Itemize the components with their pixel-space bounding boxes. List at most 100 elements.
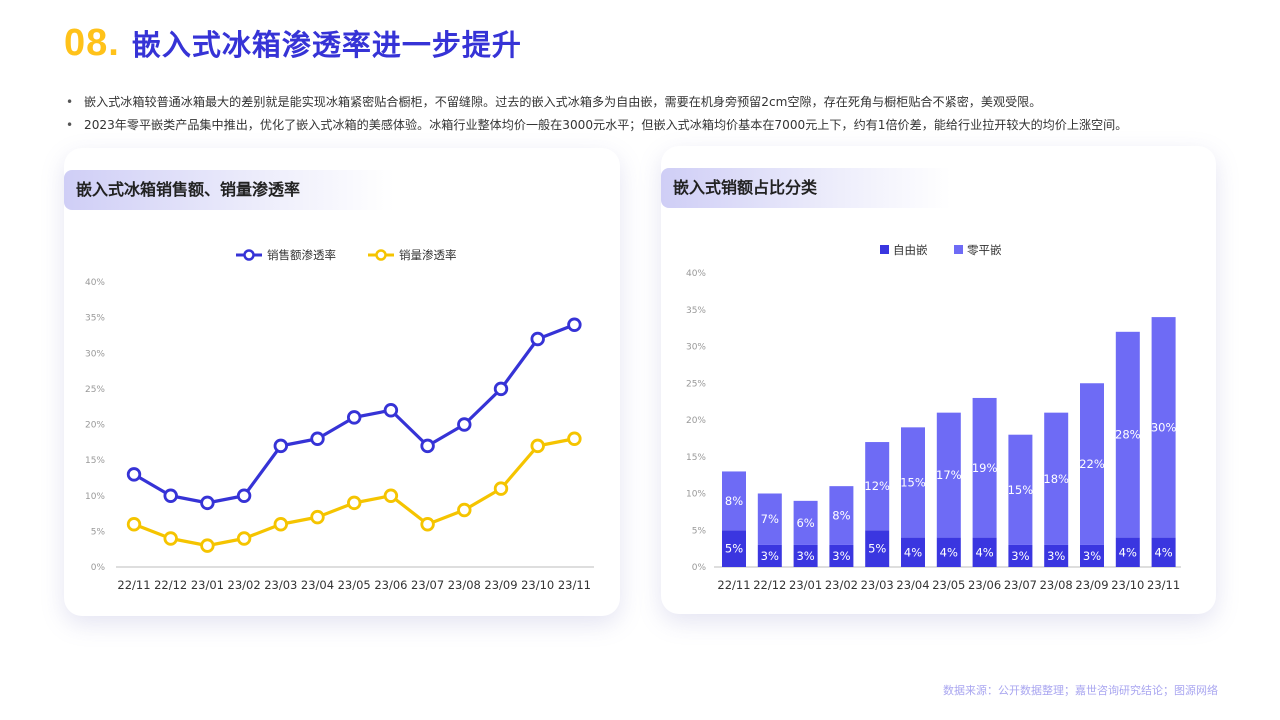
- bar-data-label: 5%: [868, 542, 886, 556]
- data-point: [457, 502, 472, 518]
- legend-point-marker: [375, 249, 387, 261]
- x-tick-label: 23/06: [374, 578, 407, 592]
- bar-data-label: 3%: [796, 549, 814, 563]
- y-tick-label: 10%: [85, 492, 105, 502]
- legend-swatch: [954, 245, 963, 254]
- x-tick-label: 23/03: [861, 578, 894, 592]
- bar-chart-title: 嵌入式销额占比分类: [661, 168, 951, 208]
- y-tick-label: 20%: [686, 416, 706, 426]
- data-point: [420, 517, 435, 532]
- data-point: [530, 331, 545, 347]
- bar-segment: [936, 537, 961, 567]
- x-tick-label: 23/04: [301, 578, 334, 592]
- bar-data-label: 6%: [796, 516, 814, 530]
- data-point: [493, 481, 509, 496]
- bar-segment: [1115, 331, 1140, 538]
- x-tick-label: 22/11: [117, 578, 150, 592]
- data-point: [200, 538, 215, 553]
- x-tick-label: 23/04: [896, 578, 929, 592]
- bar-segment: [829, 486, 854, 545]
- y-tick-label: 0%: [692, 563, 707, 573]
- bar-segment: [793, 500, 818, 545]
- data-point: [347, 410, 362, 425]
- bar-data-label: 12%: [864, 479, 890, 493]
- bar-data-label: 18%: [1043, 472, 1069, 486]
- bar-chart-card: 嵌入式销额占比分类 0% 5% 10% 15% 20% 25% 30% 35% 40% 22/11…: [661, 146, 1216, 614]
- x-tick-label: 23/09: [484, 578, 517, 592]
- y-tick-label: 30%: [686, 343, 706, 353]
- bar-data-label: 3%: [832, 549, 850, 563]
- bar-segment: [793, 544, 818, 567]
- bar-data-label: 22%: [1079, 457, 1105, 471]
- data-point: [163, 531, 178, 546]
- bar-segment: [1044, 544, 1069, 567]
- bar-segment: [972, 397, 997, 538]
- bar-segment: [829, 544, 854, 567]
- data-point: [420, 438, 435, 454]
- y-tick-label: 5%: [692, 526, 707, 536]
- line-chart-card: 嵌入式冰箱销售额、销量渗透率 0% 5% 10% 15% 20% 25% 30% 35% 40%…: [64, 148, 620, 616]
- y-tick-label: 25%: [85, 385, 105, 395]
- bar-data-label: 3%: [1011, 549, 1029, 563]
- bar-segment: [757, 493, 782, 545]
- data-point: [457, 417, 472, 432]
- y-tick-label: 0%: [91, 563, 106, 573]
- x-tick-label: 23/02: [228, 578, 261, 592]
- x-tick-label: 22/12: [154, 578, 187, 592]
- bar-segment: [757, 544, 782, 567]
- bar-data-label: 4%: [975, 545, 993, 559]
- bar-data-label: 15%: [900, 475, 926, 489]
- y-tick-label: 30%: [85, 349, 105, 359]
- page-title: 08. 嵌入式冰箱渗透率进一步提升: [64, 22, 522, 65]
- data-point: [347, 495, 362, 511]
- bar-data-label: 7%: [761, 512, 779, 526]
- bar-data-label: 3%: [761, 549, 779, 563]
- x-tick-label: 23/11: [1147, 578, 1180, 592]
- legend-label: 零平嵌: [967, 243, 1002, 257]
- y-tick-label: 40%: [686, 269, 706, 279]
- bar-segment: [972, 537, 997, 567]
- legend-swatch: [880, 245, 889, 254]
- data-point: [273, 517, 289, 532]
- line-chart-title: 嵌入式冰箱销售额、销量渗透率: [64, 170, 394, 210]
- x-tick-label: 23/03: [264, 578, 297, 592]
- x-tick-label: 23/01: [789, 578, 822, 592]
- data-point: [163, 488, 178, 503]
- bar-segment: [865, 530, 890, 567]
- data-point: [383, 403, 399, 418]
- y-tick-label: 25%: [686, 379, 706, 389]
- x-tick-label: 22/12: [753, 578, 786, 592]
- x-tick-label: 23/08: [1040, 578, 1073, 592]
- line-chart: 0% 5% 10% 15% 20% 25% 30% 35% 40% 22/11 22/12 23/01…: [85, 248, 594, 592]
- x-tick-label: 23/05: [932, 578, 965, 592]
- bar-segment: [1008, 544, 1033, 567]
- bar-data-label: 15%: [1008, 483, 1034, 497]
- bar-data-label: 3%: [1047, 549, 1065, 563]
- data-point: [126, 517, 142, 532]
- data-point: [530, 438, 545, 454]
- data-point: [126, 467, 142, 482]
- bar-data-label: 4%: [1154, 545, 1172, 559]
- data-point: [236, 488, 252, 503]
- bullet-list: 嵌入式冰箱较普通冰箱最大的差别就是能实现冰箱紧密贴合橱柜，不留缝隙。过去的嵌入式…: [64, 91, 1224, 137]
- bar-segment: [865, 442, 890, 531]
- y-tick-label: 40%: [85, 278, 105, 288]
- x-tick-label: 23/10: [521, 578, 554, 592]
- bar-segment: [936, 412, 961, 538]
- x-tick-label: 22/11: [717, 578, 750, 592]
- x-tick-label: 23/09: [1075, 578, 1108, 592]
- data-point: [567, 431, 582, 446]
- y-tick-label: 10%: [686, 490, 706, 500]
- data-point: [383, 488, 399, 503]
- data-point: [236, 531, 252, 546]
- bar-segment: [901, 537, 925, 567]
- x-tick-label: 23/02: [825, 578, 858, 592]
- y-tick-label: 35%: [686, 306, 706, 316]
- bar-segment: [1080, 383, 1104, 545]
- legend-label: 销量渗透率: [399, 248, 457, 262]
- data-point: [310, 431, 325, 446]
- page-heading: 嵌入式冰箱渗透率进一步提升: [131, 28, 522, 62]
- bar-data-label: 4%: [904, 545, 922, 559]
- y-tick-label: 20%: [85, 421, 105, 431]
- y-tick-label: 5%: [91, 527, 106, 537]
